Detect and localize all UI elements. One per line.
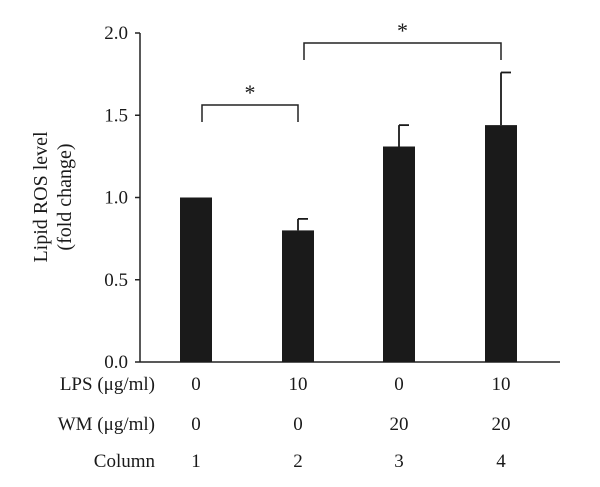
- condition-value: 2: [293, 451, 303, 472]
- bar: [485, 125, 517, 363]
- significance-brackets: **: [201, 18, 502, 122]
- bars: [180, 71, 517, 363]
- condition-value: 0: [191, 414, 201, 435]
- condition-value: 0: [191, 374, 201, 395]
- condition-value: 0: [394, 374, 404, 395]
- y-axis-label-line: (fold change): [54, 143, 76, 250]
- condition-value: 4: [496, 451, 506, 472]
- condition-row-label: WM (μg/ml): [58, 414, 155, 435]
- condition-value: 3: [394, 451, 404, 472]
- significance-star: *: [397, 18, 408, 43]
- condition-value: 0: [293, 414, 303, 435]
- y-tick-label: 0.5: [104, 270, 128, 291]
- significance-bracket: [303, 42, 502, 60]
- condition-value: 20: [390, 414, 409, 435]
- y-axis-label: Lipid ROS level (fold change): [30, 131, 76, 263]
- condition-table: LPS (μg/ml) 0 10 0 10 WM (μg/ml) 0 0 20 20 Column 1…: [58, 374, 511, 472]
- condition-row-label: LPS (μg/ml): [60, 374, 155, 395]
- bar: [180, 197, 212, 362]
- y-tick-label: 1.0: [104, 188, 128, 209]
- condition-value: 20: [492, 414, 511, 435]
- y-axis: 0.0 0.5 1.0 1.5 2.0: [104, 23, 560, 373]
- condition-value: 10: [289, 374, 308, 395]
- y-tick-label: 2.0: [104, 23, 128, 44]
- significance-bracket: [201, 104, 299, 122]
- condition-value: 1: [191, 451, 201, 472]
- y-axis-label-line: Lipid ROS level: [30, 131, 52, 263]
- condition-row-label: Column: [94, 451, 156, 472]
- significance-star: *: [245, 80, 256, 105]
- y-tick-label: 0.0: [104, 352, 128, 373]
- condition-value: 10: [492, 374, 511, 395]
- y-tick-label: 1.5: [104, 105, 128, 126]
- bar: [383, 146, 415, 362]
- bar: [282, 230, 314, 362]
